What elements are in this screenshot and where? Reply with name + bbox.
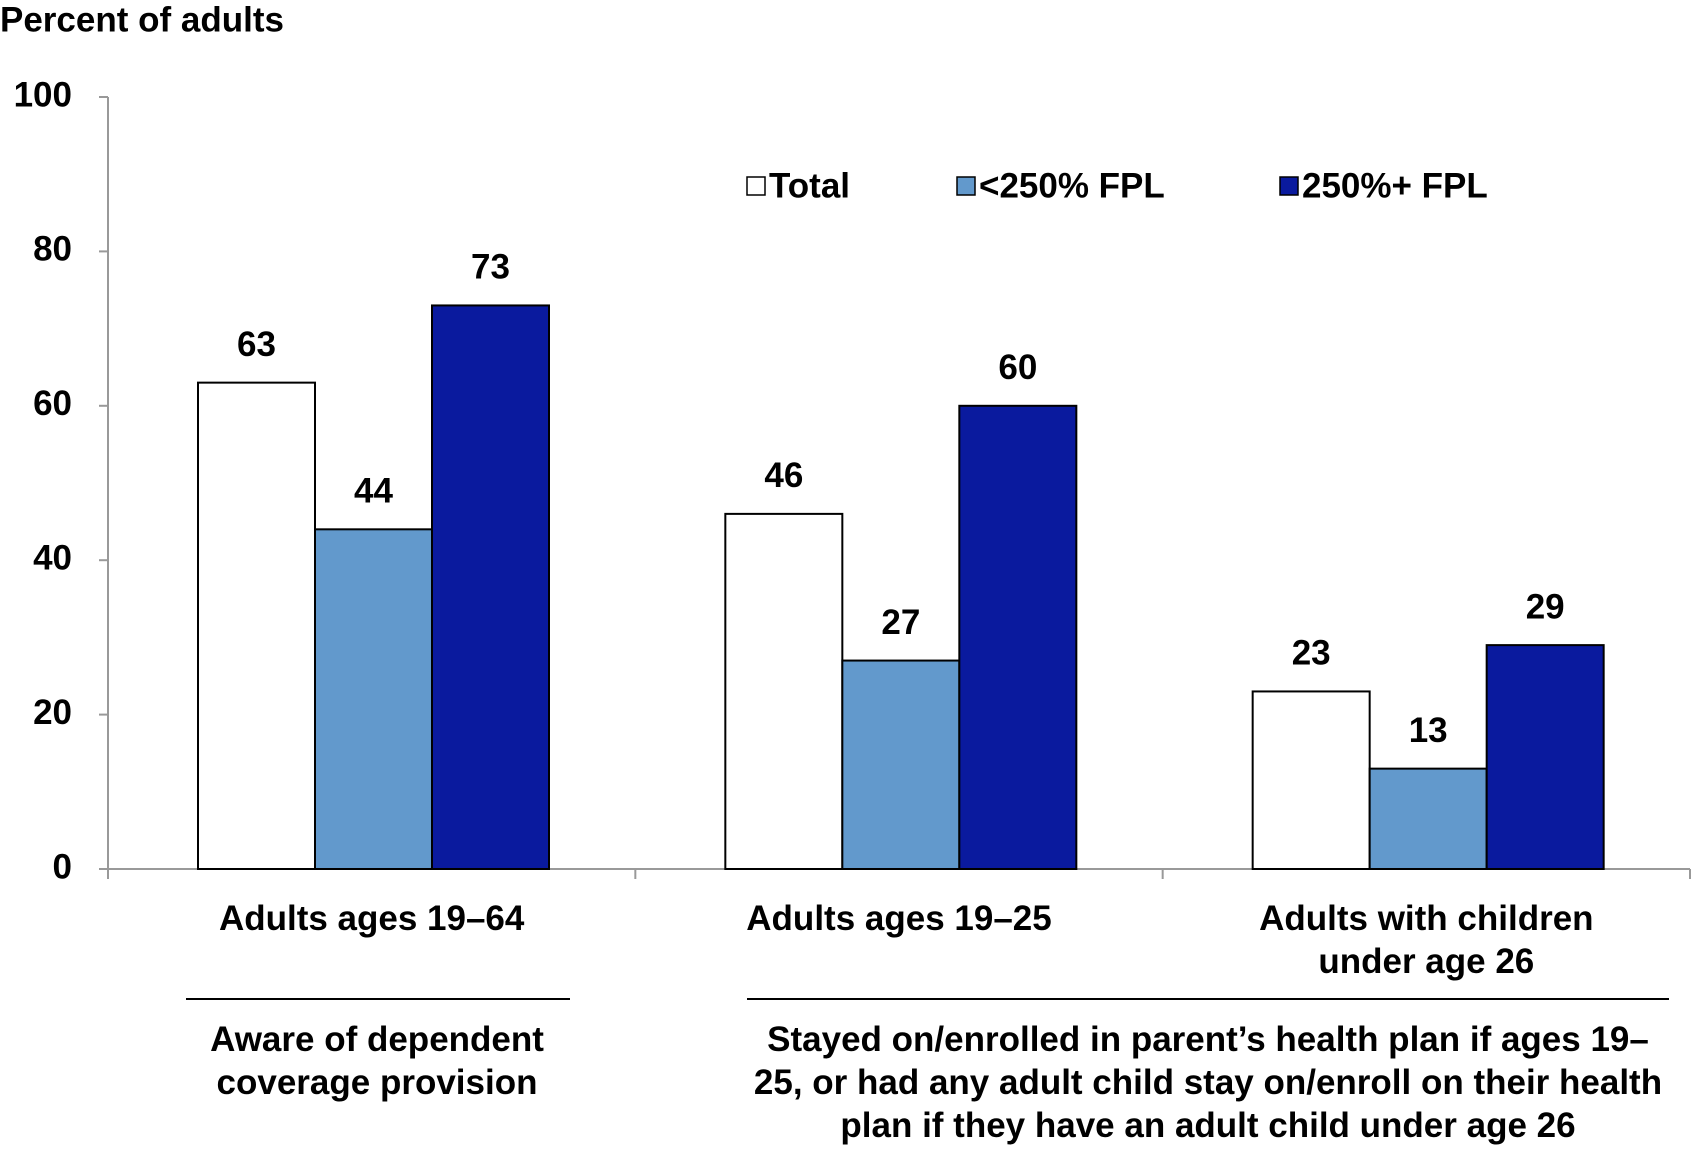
- y-tick-label: 80: [33, 230, 72, 269]
- y-tick-label: 0: [53, 847, 72, 886]
- data-label: 73: [471, 248, 510, 287]
- annotation: Stayed on/enrolled in parent’s health pl…: [753, 1020, 1663, 1145]
- bar: [431, 304, 550, 870]
- data-label: 13: [1409, 711, 1448, 750]
- y-tick-label: 60: [33, 384, 72, 423]
- x-tick-label: Adults ages 19–64: [218, 899, 525, 938]
- bar: [1251, 690, 1371, 870]
- annotation: Aware of dependent coverage provision: [210, 1020, 544, 1102]
- data-label: 63: [237, 325, 276, 364]
- data-label: 46: [764, 456, 803, 495]
- y-tick-label: 20: [33, 693, 72, 732]
- x-tick-label: Adults with children under age 26: [1259, 899, 1594, 981]
- y-tick-label: 40: [33, 538, 72, 577]
- legend-swatch: [1279, 176, 1299, 196]
- bar: [1368, 767, 1488, 871]
- bar: [197, 381, 316, 870]
- y-axis-title: Percent of adults: [0, 0, 284, 39]
- x-tick-label: Adults ages 19–25: [746, 899, 1052, 938]
- data-label: 23: [1292, 634, 1331, 673]
- bar: [314, 528, 433, 870]
- bar: [724, 512, 844, 870]
- data-label: 60: [998, 348, 1037, 387]
- legend-swatch: [956, 176, 976, 196]
- bar: [958, 404, 1078, 870]
- data-label: 27: [881, 603, 920, 642]
- legend-label: <250% FPL: [979, 166, 1165, 205]
- bar: [1485, 644, 1605, 870]
- legend-label: Total: [769, 166, 850, 205]
- bar: [841, 659, 961, 870]
- legend-swatch: [746, 176, 766, 196]
- legend-label: 250%+ FPL: [1302, 166, 1488, 205]
- data-label: 44: [354, 472, 393, 511]
- data-label: 29: [1526, 587, 1565, 626]
- y-tick-label: 100: [14, 75, 72, 114]
